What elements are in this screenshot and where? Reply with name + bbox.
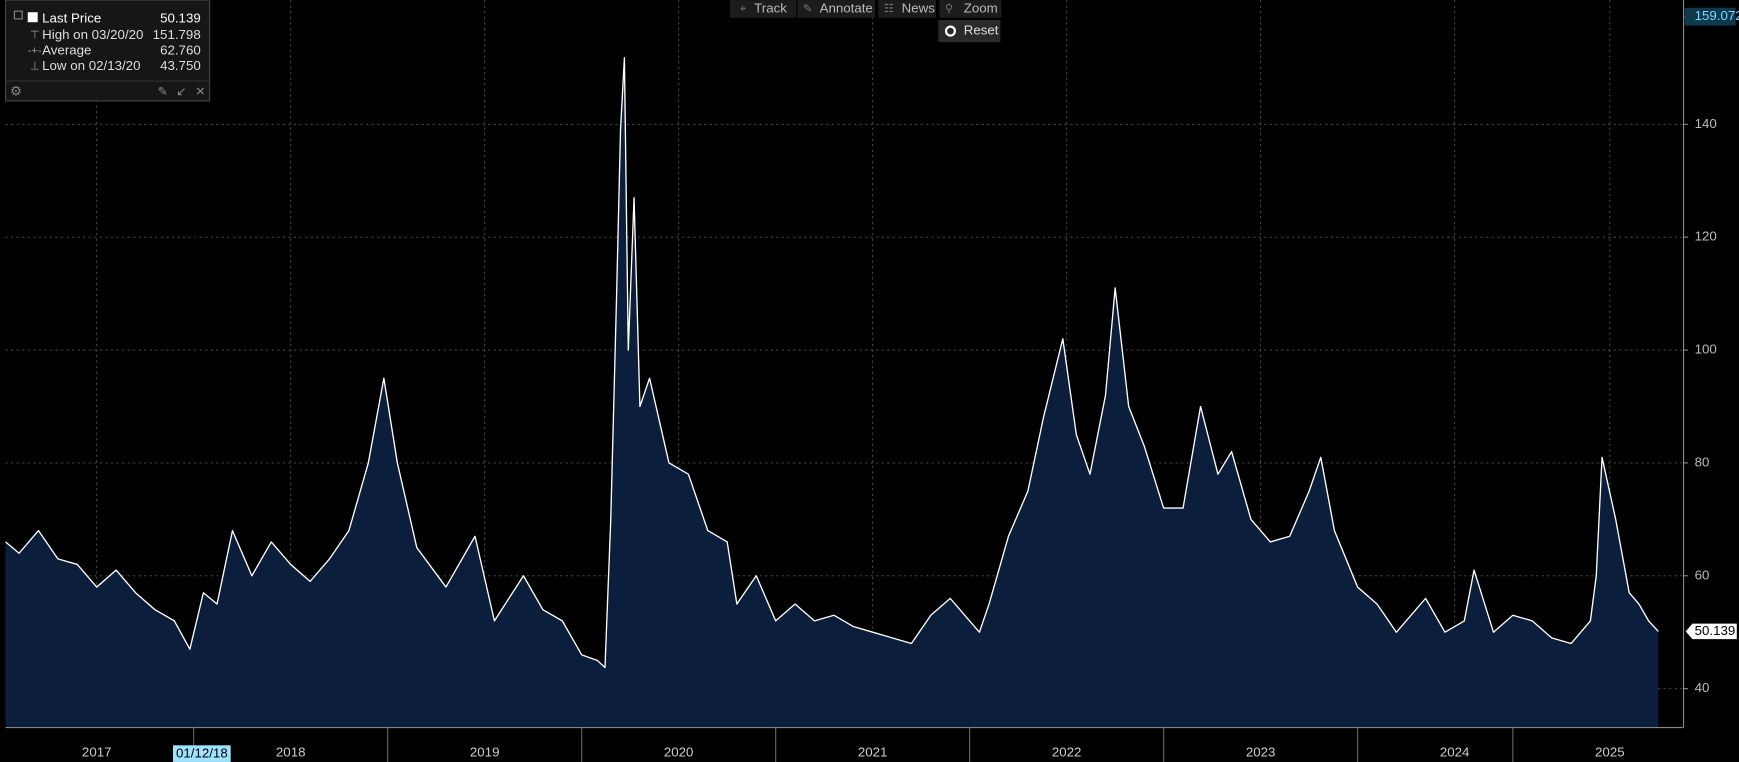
legend-value: 62.760 (160, 43, 201, 58)
x-tick-label: 2023 (1246, 745, 1276, 760)
axes: 40 60 80 100 120 140 159.072 2017 2018 2019 2020 20… (82, 7, 1739, 762)
x-tick-label: 2018 (276, 745, 306, 760)
plot-area (5, 57, 1659, 728)
pin-icon[interactable]: ✎ (157, 84, 167, 98)
reset-button[interactable] (938, 20, 1001, 43)
y-tick-label: 159.072 (1695, 8, 1739, 23)
annotate-button[interactable] (797, 0, 876, 18)
legend-label: Average (42, 43, 91, 58)
legend-box (4, 0, 211, 102)
y-tick-label: 60 (1695, 567, 1710, 582)
icon: ⚲ (945, 3, 953, 15)
series-area (5, 57, 1659, 728)
legend-value: 43.750 (160, 58, 201, 73)
legend-label: Last Price (42, 10, 101, 25)
toolbar-label[interactable]: Track (754, 0, 787, 15)
close-icon[interactable]: ✕ (195, 84, 205, 98)
icon: ⌖ (740, 3, 746, 15)
toolbar-label[interactable]: Annotate (820, 0, 873, 15)
y-tick-label: 40 (1695, 680, 1710, 695)
toolbar-label[interactable]: Zoom (964, 0, 998, 15)
last-price-label: 50.139 (1695, 623, 1736, 638)
x-tick-label: 2017 (82, 745, 112, 760)
settings-icon[interactable]: ⚙ (10, 84, 22, 99)
legend: Last Price 50.139 ⊤ High on 03/20/20 151… (4, 0, 211, 102)
legend-label: High on 03/20/20 (42, 27, 143, 42)
legend-icon: -+- (28, 45, 42, 57)
legend-value: 151.798 (153, 27, 201, 42)
legend-label: Low on 02/13/20 (42, 58, 140, 73)
shrink-icon[interactable]: ↙ (176, 84, 186, 98)
y-tick-label: 140 (1695, 116, 1717, 131)
toolbar-label[interactable]: News (902, 0, 936, 15)
crosshair-date: 01/12/18 (176, 746, 228, 761)
x-tick-label: 2020 (664, 745, 694, 760)
x-tick-label: 2024 (1440, 745, 1470, 760)
legend-swatch (27, 12, 38, 23)
y-tick-highlight (1684, 7, 1736, 26)
y-tick-label: 100 (1695, 342, 1717, 357)
reset-label[interactable]: Reset (964, 23, 999, 38)
icon (944, 25, 957, 37)
legend-icon: ⊤ (30, 29, 40, 41)
zoom-button[interactable] (939, 0, 1002, 18)
crosshair-date-box (173, 745, 231, 762)
icon: ✎ (803, 3, 812, 15)
y-tick-label: 80 (1695, 454, 1710, 469)
legend-collapse[interactable] (13, 10, 23, 20)
series-line (5, 57, 1659, 669)
last-price-marker (1685, 623, 1737, 640)
track-button[interactable] (729, 0, 797, 18)
x-tick-label: 2021 (858, 745, 888, 760)
icon: ☷ (884, 3, 894, 15)
y-tick-label: 120 (1695, 229, 1717, 244)
legend-icon: ⊥ (30, 61, 40, 73)
x-tick-label: 2025 (1595, 745, 1625, 760)
legend-value: 50.139 (160, 10, 201, 25)
news-button[interactable] (878, 0, 937, 18)
x-tick-label: 2022 (1052, 745, 1082, 760)
x-tick-label: 2019 (470, 745, 500, 760)
toolbar: ⌖ Track ✎ Annotate ☷ News ⚲ Zoom Reset (729, 0, 1002, 43)
